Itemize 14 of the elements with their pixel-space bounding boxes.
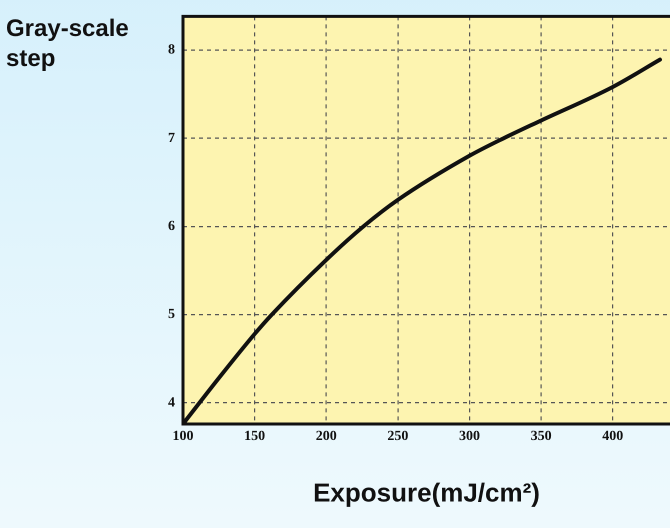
- x-tick-label: 250: [387, 429, 408, 444]
- y-tick-label: 5: [168, 307, 175, 322]
- x-tick-label: 300: [458, 429, 480, 444]
- y-axis-title: Gray-scale step: [6, 14, 130, 74]
- x-tick-label: 200: [316, 429, 337, 444]
- x-tick-label: 350: [530, 429, 552, 444]
- x-tick-label: 100: [172, 429, 194, 444]
- x-tick-label: 400: [602, 429, 624, 444]
- y-tick-label: 8: [168, 42, 175, 58]
- x-tick-label: 150: [244, 429, 266, 444]
- y-tick-label: 7: [168, 130, 175, 146]
- x-axis-title: Exposure(mJ/cm²): [313, 478, 540, 508]
- y-tick-label: 4: [168, 395, 175, 410]
- y-tick-label: 6: [168, 218, 175, 234]
